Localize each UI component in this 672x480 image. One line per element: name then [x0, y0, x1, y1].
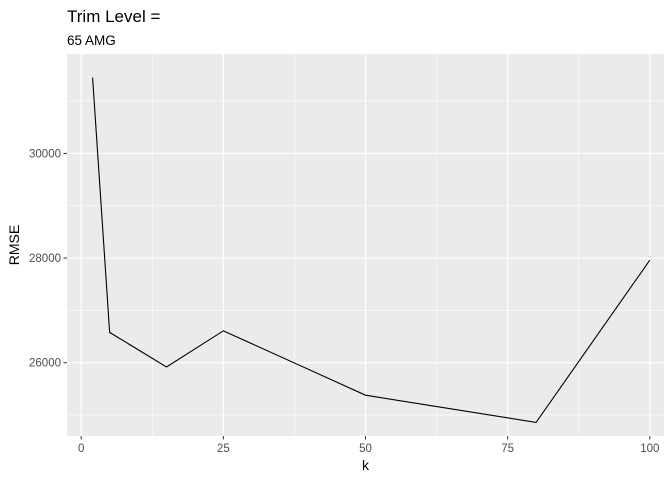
y-tick-label: 26000	[29, 358, 61, 370]
x-axis-label: k	[362, 457, 370, 473]
series-line	[92, 77, 651, 423]
chart-subtitle: 65 AMG	[67, 33, 116, 48]
y-tick-label: 28000	[29, 253, 61, 265]
x-tick-label: 50	[359, 443, 372, 455]
y-tick-label: 30000	[29, 148, 61, 160]
x-tick-label: 75	[501, 443, 514, 455]
chart-title: Trim Level =	[67, 7, 160, 26]
y-axis: 26000 28000 30000	[29, 148, 67, 370]
x-axis: 0 25 50 75 100	[78, 436, 659, 455]
series-layer	[92, 77, 651, 423]
y-axis-label: RMSE	[6, 225, 22, 265]
x-tick-label: 0	[78, 443, 84, 455]
x-tick-label: 100	[640, 443, 659, 455]
grid-major-lines	[67, 54, 664, 436]
x-tick-label: 25	[217, 443, 230, 455]
